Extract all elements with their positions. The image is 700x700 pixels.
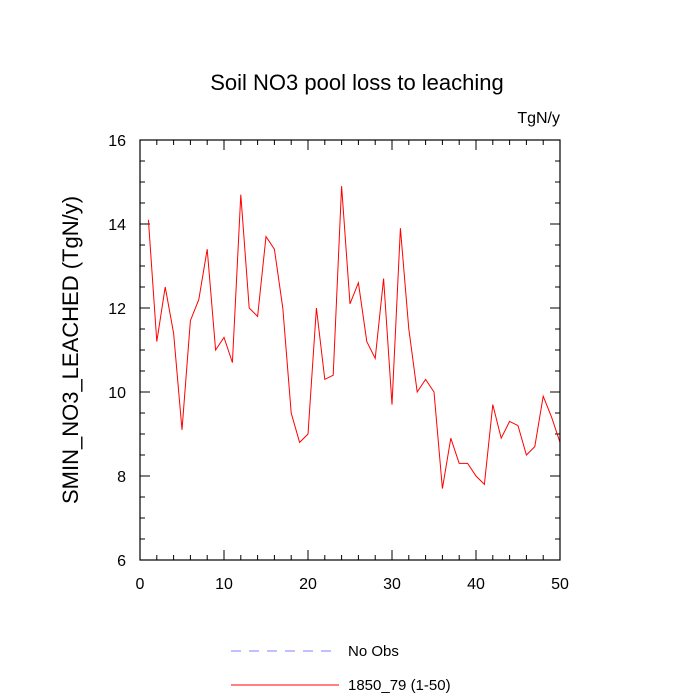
x-tick-label: 30	[383, 576, 401, 593]
axis-ticks	[139, 139, 561, 561]
y-tick-label: 16	[108, 133, 126, 150]
series-line-1	[147, 186, 561, 489]
y-tick-label: 10	[108, 385, 126, 402]
x-tick-label: 10	[215, 576, 233, 593]
plot-frame	[139, 139, 561, 561]
y-tick-label: 8	[117, 469, 126, 486]
legend-label-1850-79: 1850_79 (1-50)	[348, 677, 451, 694]
y-tick-label: 12	[108, 301, 126, 318]
x-tick-label: 50	[551, 576, 569, 593]
y-tick-label: 14	[108, 217, 126, 234]
x-tick-label: 0	[136, 576, 145, 593]
tick-labels: 0 10 20 30 40 50 6 8 10 12 14 16	[108, 133, 569, 593]
plot-lines	[147, 186, 561, 489]
y-tick-label: 6	[117, 553, 126, 570]
units-label: TgN/y	[517, 110, 560, 127]
chart-title: Soil NO3 pool loss to leaching	[210, 70, 504, 95]
x-tick-label: 40	[467, 576, 485, 593]
legend: No Obs 1850_79 (1-50)	[231, 643, 451, 694]
y-axis-label: SMIN_NO3_LEACHED (TgN/y)	[58, 196, 83, 504]
legend-label-no-obs: No Obs	[348, 643, 399, 660]
x-tick-label: 20	[299, 576, 317, 593]
